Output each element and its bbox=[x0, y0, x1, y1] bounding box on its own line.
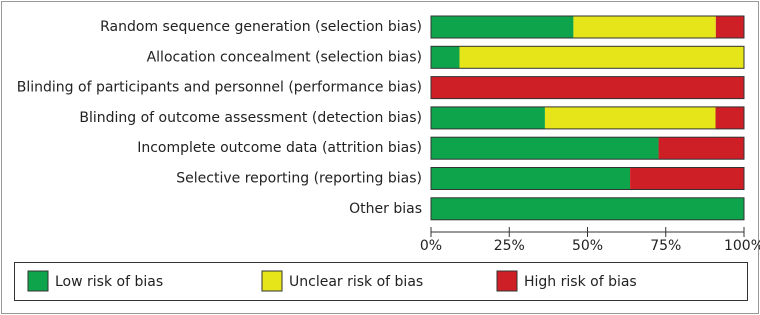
category-label: Other bias bbox=[349, 201, 422, 217]
bar-segment bbox=[459, 46, 744, 69]
bar-segment bbox=[715, 16, 745, 38]
bar-outline bbox=[430, 136, 745, 160]
category-label: Selective reporting (reporting bias) bbox=[176, 171, 422, 187]
category-label: Allocation concealment (selection bias) bbox=[147, 49, 422, 65]
bar-outline bbox=[430, 106, 745, 130]
category-label: Blinding of participants and personnel (… bbox=[17, 80, 422, 96]
bar-outline bbox=[430, 45, 745, 69]
bar-segment bbox=[658, 137, 744, 160]
x-tick-label: 75% bbox=[650, 238, 681, 254]
legend-label: Low risk of bias bbox=[55, 274, 163, 290]
legend-swatch bbox=[27, 270, 49, 292]
x-tick-label: 100% bbox=[724, 238, 760, 254]
bar-segment bbox=[431, 137, 659, 160]
category-label: Random sequence generation (selection bi… bbox=[100, 19, 422, 35]
bar-segment bbox=[431, 197, 744, 220]
legend-label: Unclear risk of bias bbox=[289, 274, 423, 290]
legend-swatch bbox=[261, 270, 283, 292]
x-tick-label: 0% bbox=[420, 238, 442, 254]
legend-label: High risk of bias bbox=[524, 274, 637, 290]
bar-outline bbox=[430, 76, 745, 100]
bar-segment bbox=[630, 167, 744, 190]
x-tick-label: 50% bbox=[572, 238, 603, 254]
legend-swatch bbox=[496, 270, 518, 292]
bar-segment bbox=[431, 167, 631, 190]
x-tick-label: 25% bbox=[494, 238, 525, 254]
bar-segment bbox=[431, 46, 460, 69]
category-label: Blinding of outcome assessment (detectio… bbox=[79, 110, 422, 126]
bar-outline bbox=[430, 197, 745, 221]
legend-box bbox=[14, 262, 748, 301]
bar-segment bbox=[573, 16, 716, 38]
bar-segment bbox=[431, 16, 574, 38]
bar-outline bbox=[430, 167, 745, 190]
bar-segment bbox=[431, 106, 545, 129]
bar-segment bbox=[431, 76, 744, 99]
bar-segment bbox=[544, 106, 716, 129]
bar-segment bbox=[715, 106, 744, 129]
bar-outline bbox=[430, 15, 745, 39]
category-label: Incomplete outcome data (attrition bias) bbox=[137, 140, 422, 156]
